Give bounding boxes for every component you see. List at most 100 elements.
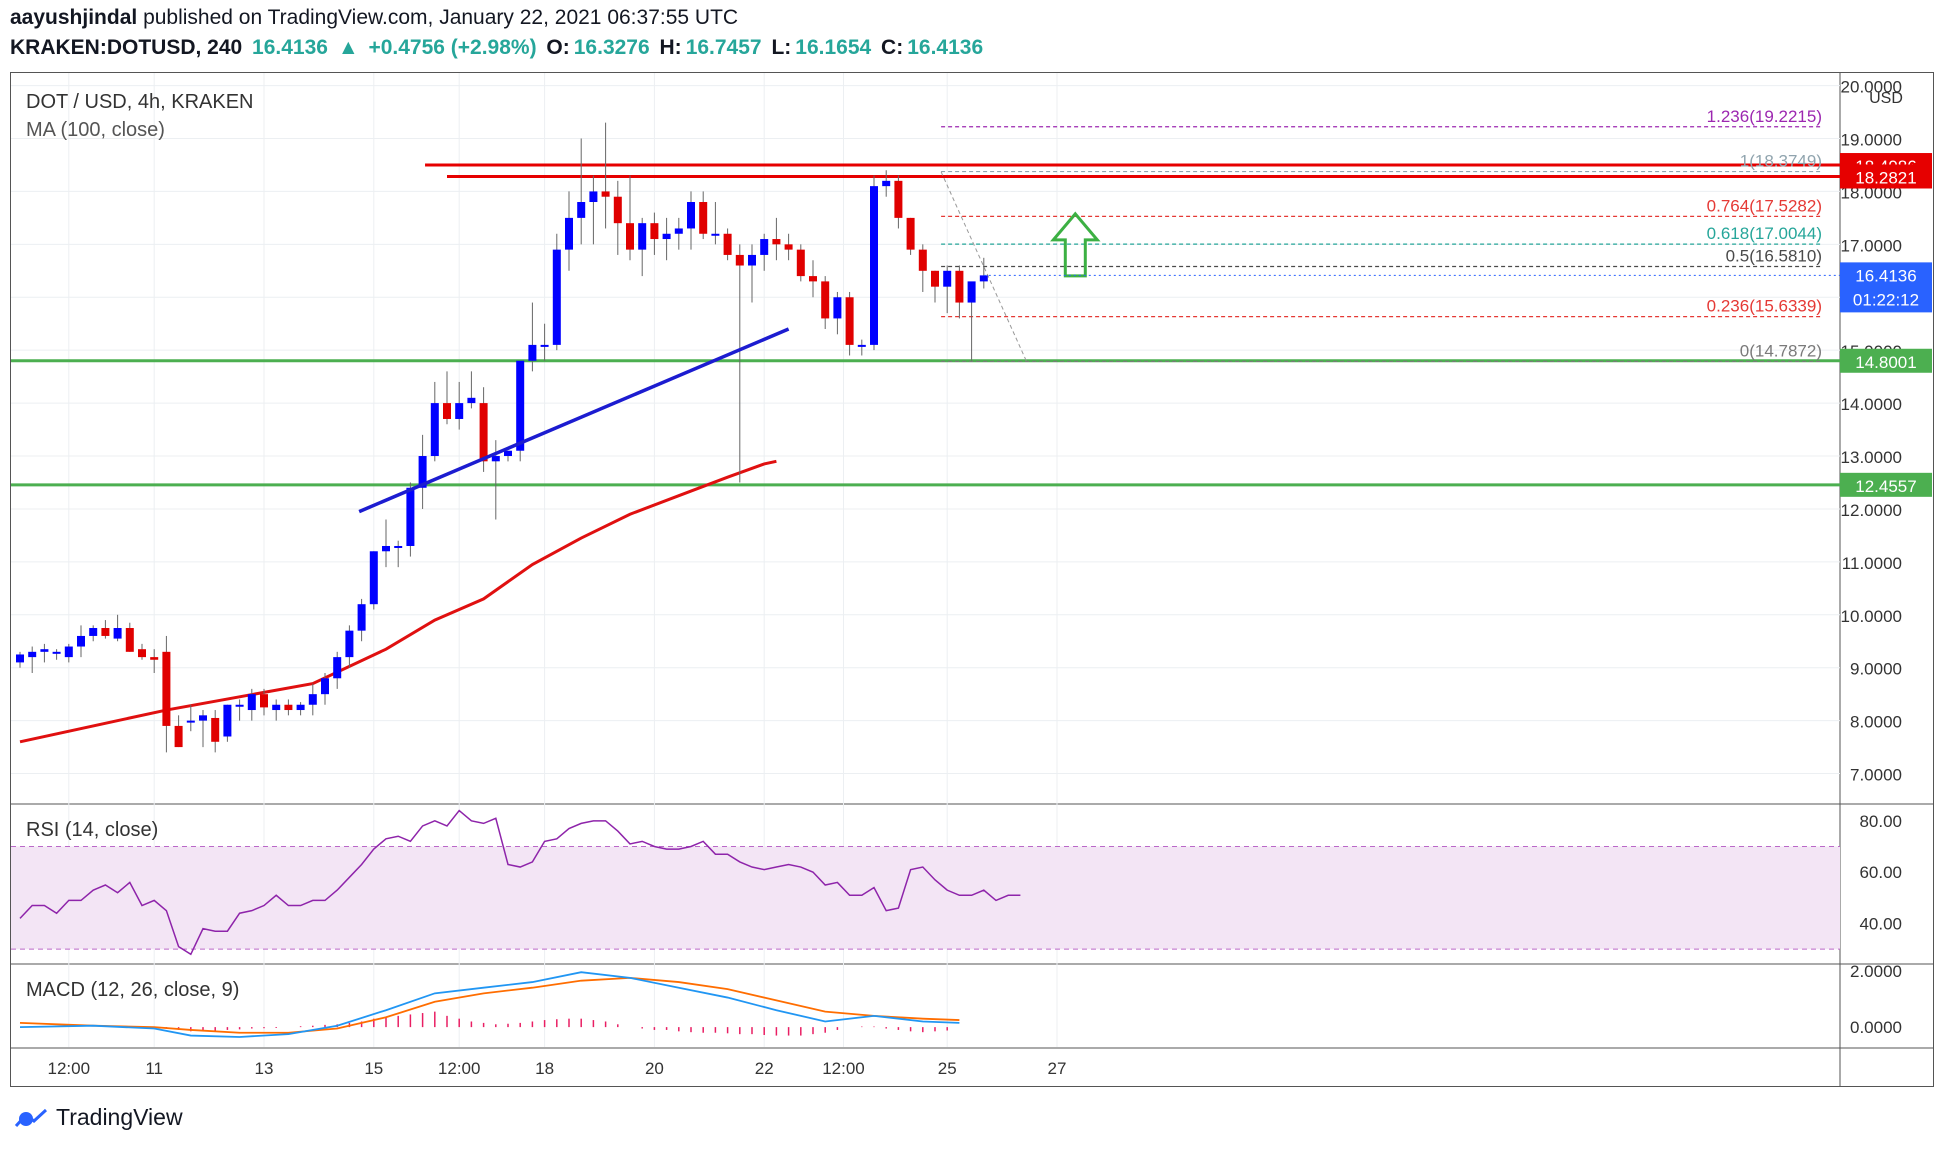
candle-body <box>760 239 769 255</box>
candle-body <box>296 704 305 711</box>
footer-brand[interactable]: TradingView <box>56 1104 183 1130</box>
candle-body <box>321 678 329 695</box>
open-label: O: <box>546 36 570 59</box>
resistance-label: 18.2821 <box>1855 168 1916 187</box>
candle-body <box>125 628 134 652</box>
candle-body <box>308 694 317 705</box>
candle-body <box>882 180 891 187</box>
candle-body <box>260 694 268 708</box>
candle-body <box>772 239 781 245</box>
candle-body <box>565 217 573 250</box>
macd-signal-line <box>19 976 960 1034</box>
chart-title: DOT / USD, 4h, KRAKEN <box>26 91 253 113</box>
candle-body <box>650 223 659 240</box>
candle-body <box>601 191 610 197</box>
x-tick-label: 18 <box>535 1059 554 1078</box>
candle-body <box>638 223 647 250</box>
candle-body <box>455 403 464 419</box>
candle-body <box>504 450 512 457</box>
fib-level-label: 0.764(17.5282) <box>1707 196 1822 215</box>
candle-body <box>748 254 756 266</box>
y-tick-label: 7.0000 <box>1850 766 1902 785</box>
last-price-tag <box>1840 262 1932 313</box>
candle-body <box>540 344 549 347</box>
ma-indicator-label: MA (100, close) <box>26 119 165 141</box>
candle-body <box>857 344 866 347</box>
macd-label: MACD (12, 26, close, 9) <box>26 979 239 1001</box>
footer: TradingView <box>14 1104 183 1131</box>
candle-body <box>528 344 537 361</box>
last-price: 16.4136 <box>252 36 328 59</box>
last-price-label: 16.4136 <box>1855 266 1916 285</box>
candle-body <box>516 360 525 451</box>
candle-body <box>443 403 451 419</box>
candle-body <box>589 191 598 203</box>
candle-body <box>382 545 390 552</box>
candle-body <box>577 202 586 218</box>
candle-body <box>906 217 915 250</box>
x-tick-label: 22 <box>755 1059 774 1078</box>
candle-body <box>150 657 159 660</box>
fib-level-label: 1(18.3749) <box>1740 152 1822 171</box>
candle-body <box>821 281 830 319</box>
candle-body <box>467 397 476 404</box>
candle-body <box>870 186 878 345</box>
candle-body <box>272 704 281 711</box>
candle-body <box>552 249 561 345</box>
candle-body <box>711 233 720 236</box>
high-label: H: <box>659 36 682 59</box>
candle-body <box>833 297 842 319</box>
support-price-tag <box>1840 348 1932 373</box>
x-tick-label: 15 <box>364 1059 383 1078</box>
low-value: 16.1654 <box>795 36 872 59</box>
candle-body <box>784 244 793 250</box>
open-value: 16.3276 <box>573 36 650 59</box>
candle-body <box>357 604 366 631</box>
candle-body <box>918 249 927 271</box>
x-tick-label: 25 <box>938 1059 957 1078</box>
candle-body <box>174 725 183 748</box>
y-tick-label: 17.0000 <box>1841 236 1902 255</box>
y-tick-label: 8.0000 <box>1850 713 1902 732</box>
candle-body <box>162 651 171 726</box>
rsi-label: RSI (14, close) <box>26 819 158 841</box>
close-label: C: <box>881 36 904 59</box>
candle-body <box>955 270 964 303</box>
close-value: 16.4136 <box>907 36 984 59</box>
rsi-tick-label: 40.00 <box>1859 915 1902 934</box>
trend-line <box>358 327 790 514</box>
symbol: KRAKEN:DOTUSD, 240 <box>10 36 243 59</box>
author-name[interactable]: aayushjindal <box>10 6 138 29</box>
candle-body <box>345 630 354 658</box>
rsi-tick-label: 80.00 <box>1859 812 1902 831</box>
published-text: published on TradingView.com, January 22… <box>143 6 739 29</box>
candle-body <box>211 717 220 742</box>
x-tick-label: 27 <box>1048 1059 1067 1078</box>
candle-body <box>430 403 439 457</box>
candle-body <box>406 487 415 546</box>
candle-body <box>284 704 293 711</box>
x-tick-label: 11 <box>145 1059 163 1078</box>
support-label: 12.4557 <box>1855 477 1916 496</box>
candle-body <box>52 651 61 654</box>
candle-body <box>735 254 744 266</box>
publish-info: aayushjindal published on TradingView.co… <box>10 6 738 30</box>
change-arrow-icon: ▲ <box>337 36 359 59</box>
candle-body <box>418 456 427 488</box>
y-tick-label: 9.0000 <box>1850 660 1902 679</box>
macd-tick-label: 0.0000 <box>1850 1018 1902 1037</box>
candle-body <box>138 649 146 658</box>
x-tick-label: 13 <box>255 1059 274 1078</box>
rsi-line <box>19 809 1021 956</box>
candle-body <box>40 649 49 652</box>
candle-body <box>674 228 683 234</box>
x-tick-label: 12:00 <box>438 1059 481 1078</box>
y-tick-label: 20.0000 <box>1841 78 1902 97</box>
candle-body <box>662 233 671 240</box>
candle-body <box>479 403 488 462</box>
up-arrow-icon <box>1050 211 1101 278</box>
candle-body <box>491 456 500 462</box>
currency-label: USD <box>1869 90 1903 107</box>
support-label: 14.8001 <box>1855 353 1916 372</box>
